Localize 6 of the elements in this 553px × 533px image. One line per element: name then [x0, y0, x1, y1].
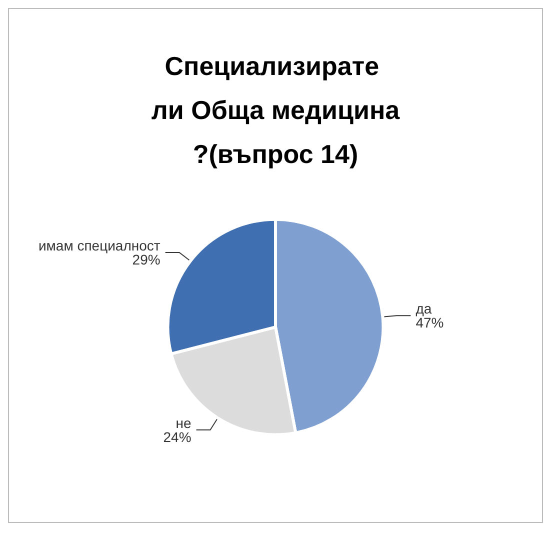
slice-label: да — [416, 300, 432, 317]
slice-label: не — [176, 414, 192, 431]
data-label: 29% — [132, 251, 160, 268]
data-label: 24% — [163, 428, 192, 445]
chart-title: Специализирате ли Обща медицина?(въпрос 14) — [151, 51, 400, 169]
slice-label: имам специалност — [38, 237, 161, 254]
